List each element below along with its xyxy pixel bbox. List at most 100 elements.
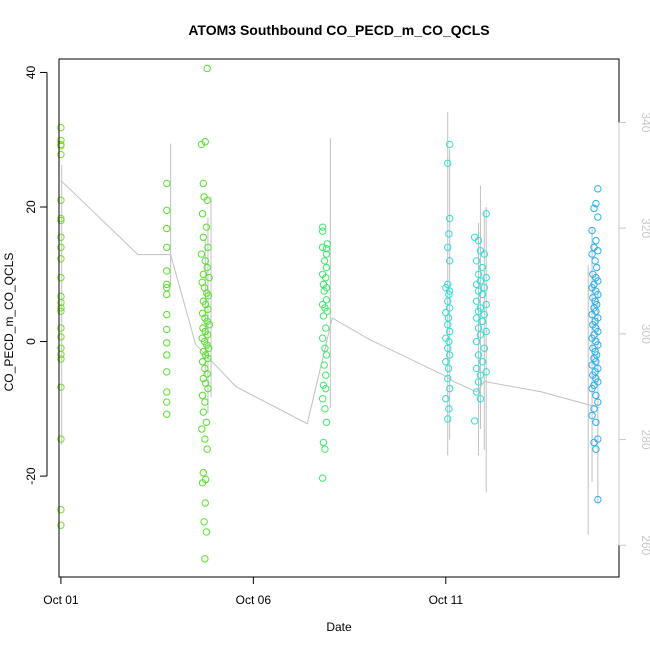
data-point — [322, 418, 331, 426]
data-point — [480, 250, 488, 258]
data-point — [594, 213, 602, 221]
data-point — [472, 388, 481, 396]
data-point — [201, 555, 209, 563]
y2-tick-label: 260 — [639, 535, 650, 555]
data-point — [594, 341, 602, 349]
data-point — [57, 216, 65, 225]
data-point — [204, 354, 212, 363]
data-point — [203, 370, 211, 378]
data-point — [445, 290, 453, 299]
data-point — [445, 384, 454, 393]
data-point — [204, 292, 213, 300]
data-point — [204, 305, 212, 313]
data-point — [57, 521, 65, 529]
data-point — [202, 223, 211, 231]
y2-tick-label: 320 — [639, 218, 650, 238]
data-point — [445, 304, 454, 312]
data-point — [444, 364, 453, 373]
y-tick-label: 40 — [24, 65, 38, 79]
data-point — [588, 411, 596, 420]
data-point — [480, 310, 488, 319]
data-point — [203, 196, 211, 204]
data-point — [591, 257, 599, 265]
x-tick-label: Oct 06 — [236, 593, 272, 607]
data-point — [57, 273, 65, 282]
data-point — [199, 233, 208, 241]
data-point — [57, 435, 65, 443]
data-point — [201, 300, 210, 309]
plot-frame — [58, 58, 620, 578]
data-point — [482, 327, 490, 336]
data-point — [322, 351, 331, 359]
data-point — [478, 290, 487, 299]
data-point — [322, 250, 331, 258]
data-point — [592, 418, 600, 426]
data-point — [591, 297, 599, 305]
data-point — [476, 331, 485, 339]
data-point — [322, 245, 331, 253]
data-point — [322, 296, 331, 304]
data-point — [318, 227, 327, 235]
data-point — [163, 325, 171, 334]
y2-tick-label: 300 — [639, 324, 650, 344]
data-point — [57, 243, 65, 252]
data-point — [205, 273, 213, 282]
chart-title: ATOM3 Southbound CO_PECD_m_CO_QCLS — [188, 22, 489, 38]
data-point — [592, 391, 600, 400]
data-point — [57, 298, 65, 307]
data-point — [592, 445, 600, 453]
data-point — [323, 307, 331, 315]
data-point — [57, 214, 65, 223]
data-point — [57, 150, 65, 159]
data-point — [444, 159, 452, 167]
data-point — [202, 418, 211, 426]
data-point — [318, 474, 327, 482]
data-point — [590, 204, 598, 213]
x-tick-label: Oct 01 — [43, 593, 79, 607]
y-axis-label: CO_PECD_m_CO_QCLS — [2, 253, 16, 392]
data-point — [474, 351, 483, 359]
data-point — [445, 337, 453, 346]
data-point — [201, 398, 209, 406]
data-point — [445, 287, 454, 295]
data-point — [592, 236, 600, 245]
y2-tick-label: 340 — [639, 112, 650, 132]
data-point — [204, 384, 212, 393]
points-layer — [57, 64, 602, 563]
data-point — [445, 214, 454, 223]
data-point — [199, 469, 208, 477]
data-point — [163, 388, 171, 396]
data-point — [198, 479, 207, 487]
data-point — [203, 331, 212, 339]
data-point — [442, 395, 450, 403]
data-point — [445, 140, 454, 149]
data-point — [57, 142, 65, 150]
data-point — [198, 391, 207, 400]
data-point — [57, 307, 65, 315]
data-point — [163, 280, 171, 289]
data-point — [590, 405, 598, 413]
secondary-series-layer — [60, 111, 600, 535]
data-point — [594, 290, 602, 299]
data-point — [318, 395, 327, 403]
data-point — [474, 307, 483, 315]
data-point — [323, 240, 331, 248]
data-point — [163, 339, 171, 347]
data-point — [163, 351, 171, 359]
data-point — [200, 518, 208, 526]
data-point — [205, 344, 213, 352]
data-point — [203, 445, 211, 453]
data-point — [57, 324, 65, 332]
data-point — [482, 210, 490, 218]
data-point — [482, 368, 490, 376]
data-point — [480, 344, 488, 352]
data-point — [198, 309, 207, 317]
data-point — [320, 361, 328, 369]
data-point — [57, 355, 65, 363]
data-point — [588, 361, 596, 369]
data-point — [322, 324, 330, 332]
data-point — [318, 334, 327, 342]
data-point — [445, 230, 453, 238]
data-point — [57, 350, 65, 359]
data-point — [57, 506, 65, 514]
